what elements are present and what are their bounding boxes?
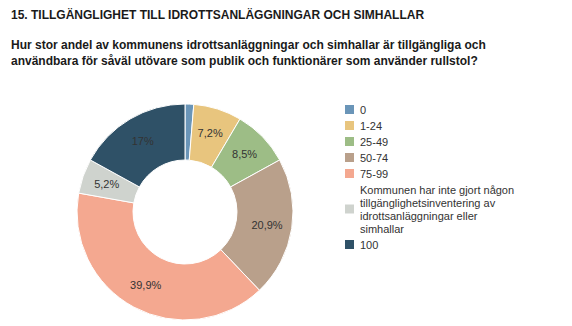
svg-text:Hur stor andel av kommunens id: Hur stor andel av kommunens idrottsanläg…: [11, 38, 489, 52]
svg-text:simhallar: simhallar: [360, 223, 404, 235]
svg-text:idrottsanläggningar eller: idrottsanläggningar eller: [360, 210, 480, 222]
svg-text:15. TILLGÄNGLIGHET TILL IDROTT: 15. TILLGÄNGLIGHET TILL IDROTTSANLÄGGNIN…: [11, 7, 424, 22]
svg-text:Kommunen har inte gjort någon: Kommunen har inte gjort någon: [360, 184, 517, 196]
svg-text:25-49: 25-49: [360, 136, 388, 148]
svg-text:100: 100: [360, 239, 378, 251]
svg-text:50-74: 50-74: [360, 152, 388, 164]
svg-text:75-99: 75-99: [360, 168, 388, 180]
svg-text:39,9%: 39,9%: [130, 279, 161, 291]
svg-text:0: 0: [360, 104, 366, 116]
svg-text:5,2%: 5,2%: [94, 178, 119, 190]
svg-text:7,2%: 7,2%: [198, 127, 223, 139]
svg-text:tillgänglighetsinventering av: tillgänglighetsinventering av: [360, 197, 498, 209]
svg-text:20,9%: 20,9%: [251, 219, 282, 231]
svg-text:17%: 17%: [132, 135, 154, 147]
svg-text:1-24: 1-24: [360, 120, 382, 132]
svg-text:användbara för såväl utövare s: användbara för såväl utövare som publik …: [11, 54, 478, 68]
svg-text:8,5%: 8,5%: [232, 148, 257, 160]
